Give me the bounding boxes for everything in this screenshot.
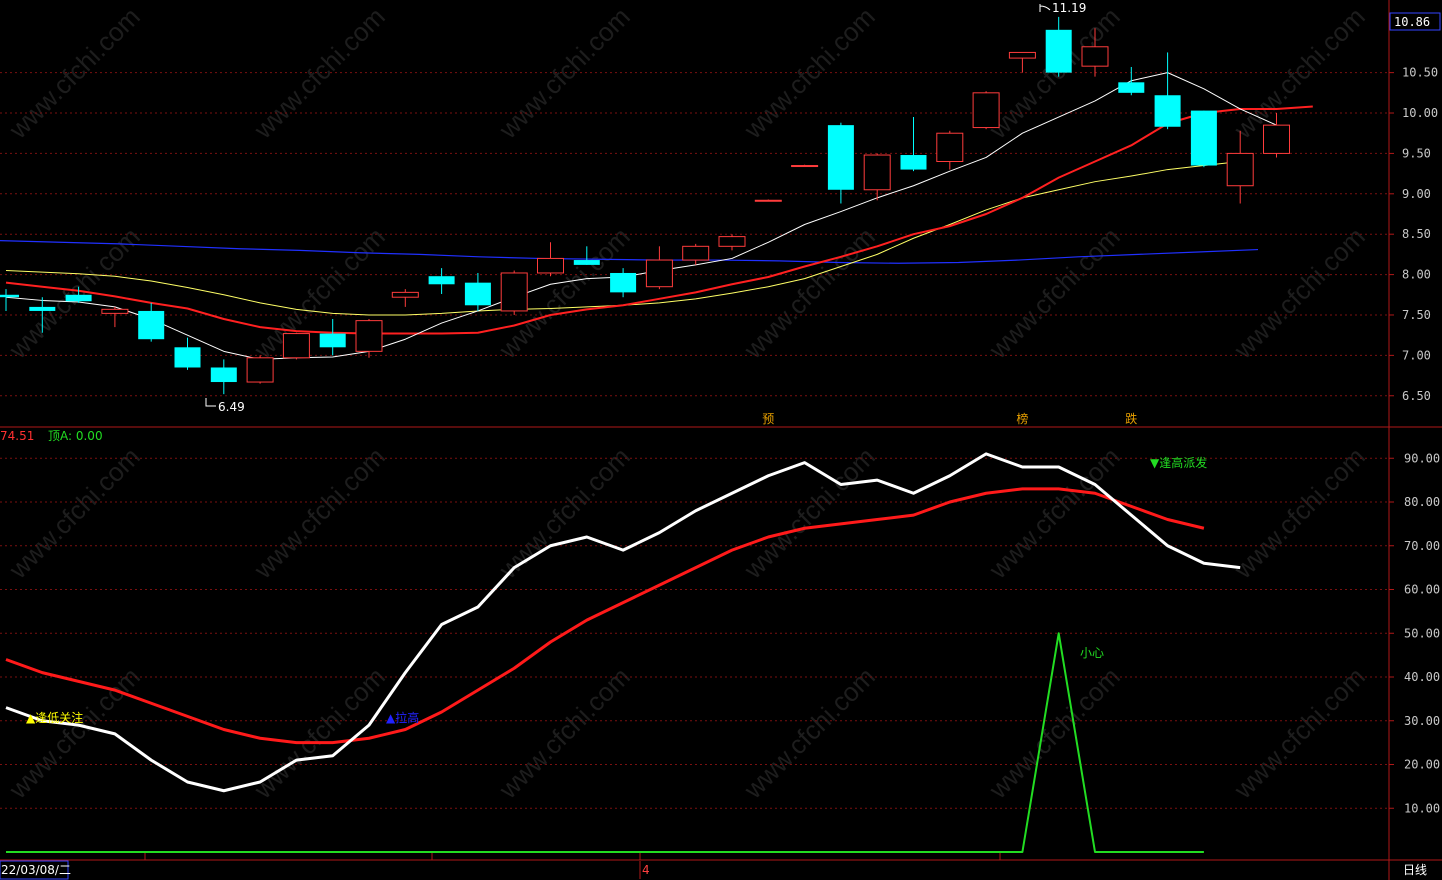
osc-tick-label: 80.00 xyxy=(1404,495,1440,509)
signal-badge: 跌 xyxy=(1125,411,1137,426)
price-tick-label: 9.50 xyxy=(1402,146,1431,160)
candle-body-down xyxy=(138,310,165,340)
candle-body-up xyxy=(101,308,129,314)
candle-body-down xyxy=(0,294,19,298)
date-label-bg xyxy=(0,860,69,880)
candle-body-up xyxy=(355,320,383,352)
candle-body-up xyxy=(718,236,746,247)
current-price-badge-bg xyxy=(1389,12,1441,31)
low-arrow-icon xyxy=(205,398,216,407)
osc-tick-label: 20.00 xyxy=(1404,758,1440,772)
osc-tick-label: 40.00 xyxy=(1404,670,1440,684)
osc-tick-label: 90.00 xyxy=(1404,451,1440,465)
signal-badge: 预 xyxy=(762,412,774,426)
candle-body-down xyxy=(1118,82,1145,93)
price-tick-label: 9.00 xyxy=(1402,187,1431,201)
candlesticks xyxy=(0,16,1290,395)
current-price-badge: 10.86 xyxy=(1394,15,1430,29)
candle-body-down xyxy=(1154,95,1181,127)
sell-high-label: ▼逢高派发 xyxy=(1150,455,1207,470)
ma-longest-line xyxy=(0,240,1259,264)
candle-body-up xyxy=(645,259,673,288)
osc-tick-label: 70.00 xyxy=(1404,539,1440,553)
moving-average-lines xyxy=(0,72,1313,360)
candle-body-up xyxy=(282,333,310,359)
osc-tick-label: 50.00 xyxy=(1404,626,1440,640)
price-high-label: 11.19 xyxy=(1052,1,1086,15)
oscillator-lines xyxy=(5,452,1241,853)
candle-body-down xyxy=(464,282,491,306)
signal-badge: 榜 xyxy=(1016,411,1028,426)
price-tick-label: 10.50 xyxy=(1402,66,1438,80)
candle-body-up xyxy=(537,257,564,274)
candle-body-down xyxy=(900,155,927,170)
high-arrow-icon xyxy=(1039,4,1051,12)
candle-body-down xyxy=(1190,110,1217,166)
osc-tick-label: 60.00 xyxy=(1404,583,1440,597)
pull-up-label: ▲拉高 xyxy=(386,710,419,725)
candle-body-down xyxy=(210,367,237,383)
grid-lines xyxy=(0,72,1388,860)
buy-attention-label: ▲逢低关注 xyxy=(26,710,83,725)
candle-body-down xyxy=(29,306,56,311)
candle-body-down xyxy=(827,125,854,190)
osc-top-label: 顶A: 0.00 xyxy=(48,429,103,443)
osc-signal-line xyxy=(5,487,1205,745)
candle-body-up xyxy=(1008,51,1036,59)
price-tick-label: 8.00 xyxy=(1402,268,1431,282)
candle-body-up xyxy=(682,245,710,261)
signal-badge-bg xyxy=(1015,411,1030,425)
date-label[interactable]: 22/03/08/二 xyxy=(1,863,71,877)
ma-short-line xyxy=(5,72,1277,360)
signal-badges: 预榜跌 xyxy=(761,411,1139,426)
price-tick-label: 6.50 xyxy=(1402,389,1431,403)
candle-body-up xyxy=(863,154,891,191)
price-tick-label: 8.50 xyxy=(1402,227,1431,241)
candle-body-down xyxy=(610,272,637,293)
osc-tick-label: 10.00 xyxy=(1404,801,1440,815)
signal-badge-bg xyxy=(1124,411,1139,425)
osc-tick-label: 30.00 xyxy=(1404,714,1440,728)
candle-body-down xyxy=(65,294,92,302)
ma-mid-line xyxy=(5,105,1313,335)
candle-body-up xyxy=(1226,152,1254,187)
oscillator-axis: 90.00 80.00 70.00 60.00 50.00 40.00 30.00 20.00… xyxy=(1389,451,1440,815)
candle-body-down xyxy=(1045,29,1072,73)
candle-body-up xyxy=(500,272,528,312)
candle-body-up xyxy=(791,165,819,168)
price-axis: 10.50 10.00 9.50 9.00 8.50 8.00 7.50 7.00 6.50 xyxy=(1389,66,1438,403)
candle-body-up xyxy=(1263,124,1290,154)
price-tick-label: 7.00 xyxy=(1402,348,1431,362)
candle-body-down xyxy=(319,333,346,348)
osc-main-line xyxy=(5,452,1241,793)
osc-value: 74.51 xyxy=(0,429,34,443)
price-tick-label: 10.00 xyxy=(1402,106,1438,120)
candle-body-up xyxy=(972,92,1000,129)
candle-body-up xyxy=(1081,46,1109,67)
candle-body-down xyxy=(174,347,201,368)
price-tick-label: 7.50 xyxy=(1402,308,1431,322)
candle-body-up xyxy=(246,357,274,383)
signal-badge-bg xyxy=(761,411,776,425)
osc-green-line xyxy=(6,632,1204,853)
price-low-label: 6.49 xyxy=(218,400,245,414)
candle-body-up xyxy=(391,291,419,298)
period-label[interactable]: 日线 xyxy=(1403,863,1427,877)
candle-body-down xyxy=(573,260,600,265)
candle-body-down xyxy=(428,276,455,285)
month-marker: 4 xyxy=(642,863,650,877)
candle-body-up xyxy=(936,132,964,162)
candle-body-up xyxy=(754,199,782,202)
caution-label: 小心 xyxy=(1080,646,1104,660)
